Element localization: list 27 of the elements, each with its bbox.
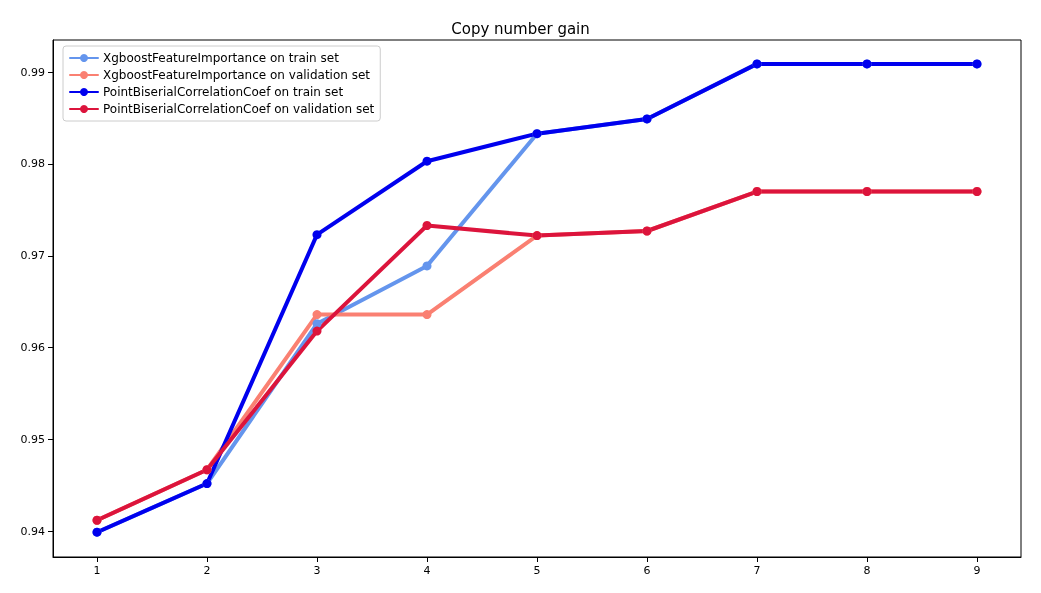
point xyxy=(422,156,432,166)
point xyxy=(312,230,322,240)
y-tick-label: 0.94 xyxy=(20,524,45,538)
point xyxy=(312,326,322,336)
x-tick-label: 2 xyxy=(203,564,211,577)
y-tick-label: 0.95 xyxy=(20,432,45,446)
legend-label: PointBiserialCorrelationCoef on validation set xyxy=(103,102,375,116)
y-tick-label: 0.96 xyxy=(20,341,45,355)
x-tick-label: 1 xyxy=(93,564,101,577)
x-tick-label: 9 xyxy=(973,564,981,577)
legend-label: XgboostFeatureImportance on train set xyxy=(103,51,340,65)
y-tick-label: 0.98 xyxy=(20,157,45,171)
y-tick-label: 0.99 xyxy=(20,65,45,79)
x-tick-label: 8 xyxy=(863,564,871,577)
point xyxy=(422,261,432,271)
point xyxy=(422,310,432,320)
x-tick-label: 6 xyxy=(643,564,651,577)
x-tick-label: 4 xyxy=(423,564,431,577)
chart-title: Copy number gain xyxy=(451,19,590,38)
legend-label: XgboostFeatureImportance on validation set xyxy=(103,68,371,82)
x-tick-label: 3 xyxy=(313,564,321,577)
x-tick-label: 5 xyxy=(533,564,541,577)
legend-label: PointBiserialCorrelationCoef on train set xyxy=(103,85,344,99)
x-tick-label: 7 xyxy=(753,564,761,577)
y-tick-label: 0.97 xyxy=(20,249,45,263)
point xyxy=(422,221,432,230)
point xyxy=(312,310,322,320)
